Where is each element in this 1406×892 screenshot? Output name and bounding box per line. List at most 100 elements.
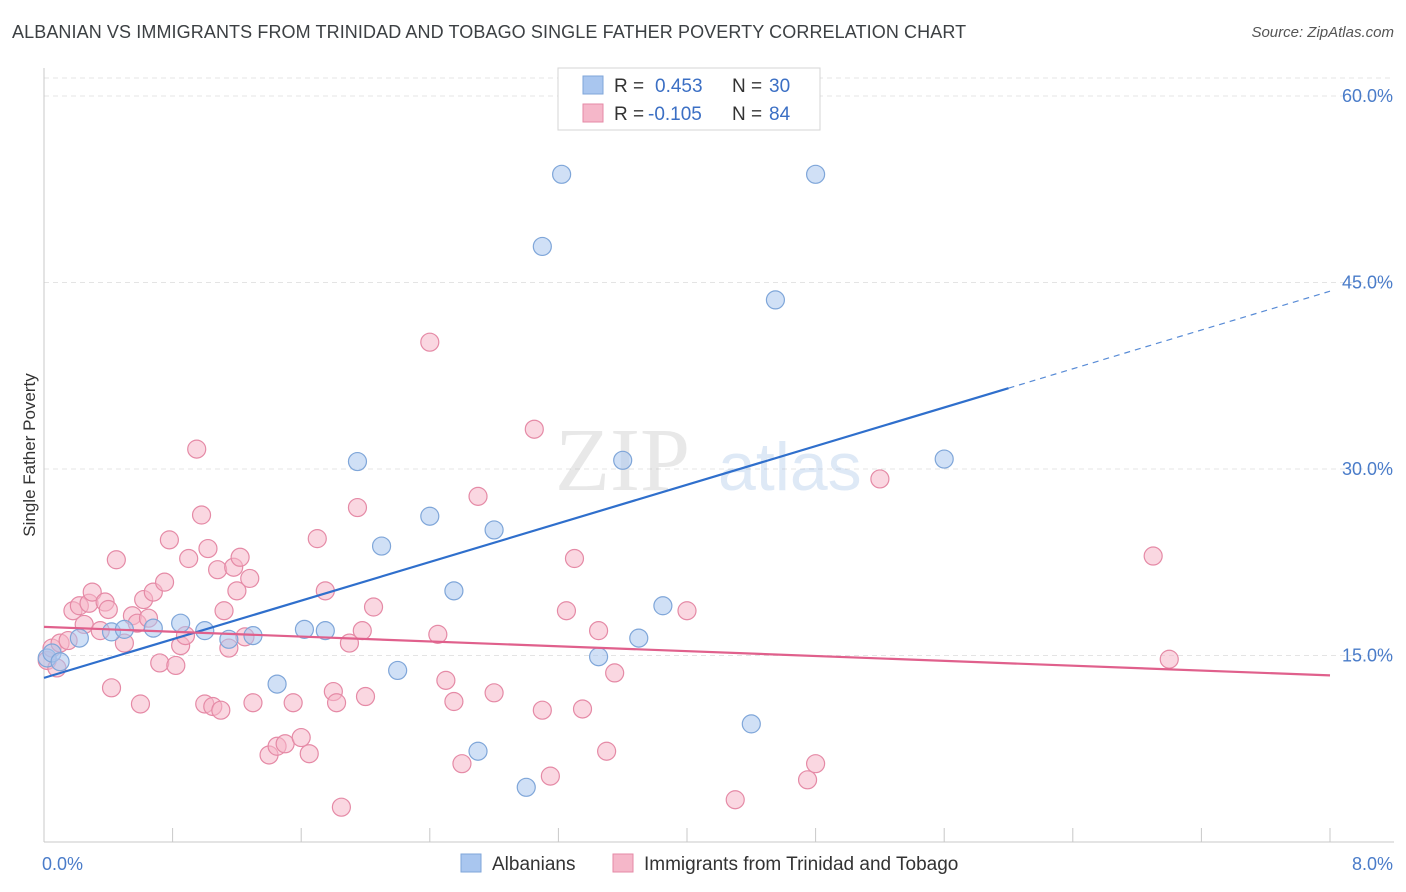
albanians-point-30 [805,164,826,184]
y-tick-label-3: 60.0% [1342,86,1393,106]
trinidad-point-46 [275,734,295,754]
albanians-trend-line [43,387,1009,679]
trinidad-point-18 [130,694,151,714]
trinidad-point-32 [198,538,218,559]
albanians-point-31 [934,449,954,469]
trinidad-point-58 [355,686,376,707]
trinidad-point-57 [352,621,372,641]
trinidad-point-25 [166,655,186,676]
legend-n-label-2: N = [732,104,762,125]
trinidad-point-69 [540,766,560,786]
trinidad-point-48 [291,727,311,748]
trinidad-point-40 [230,547,250,567]
trinidad-point-34 [208,560,228,580]
albanians-point-20 [484,520,504,540]
trinidad-point-65 [468,486,488,506]
series-trinidad-points [37,332,1179,817]
bottom-legend-label-trinidad: Immigrants from Trinidad and Tobago [644,854,958,875]
trinidad-trend-line [43,625,1331,677]
trinidad-point-47 [283,693,303,713]
albanians-point-2 [50,652,70,672]
trinidad-point-61 [428,624,448,644]
trinidad-point-71 [564,548,585,569]
legend-n-label-1: N = [732,76,762,97]
trend-lines [43,290,1331,679]
trinidad-point-81 [1143,546,1163,566]
trinidad-point-54 [331,797,351,817]
trinidad-point-36 [214,601,234,621]
trinidad-point-73 [588,621,609,641]
albanians-point-21 [516,777,536,797]
trinidad-point-29 [187,439,207,459]
legend-box: R = 0.453 N = 30 R = -0.105 N = 84 [557,67,821,131]
y-axis-label: Single Father Poverty [20,373,39,537]
x-ticks [43,828,1331,842]
trinidad-point-77 [725,790,745,810]
legend-r-label-2: R = [614,104,644,125]
y-tick-label-2: 45.0% [1342,273,1393,293]
series-albanians-points [37,164,954,797]
x-tick-label-0: 0.0% [42,854,83,874]
trinidad-point-39 [227,581,247,601]
trinidad-point-28 [179,548,199,569]
bottom-legend: Albanians Immigrants from Trinidad and T… [460,853,958,875]
albanians-point-24 [588,647,609,667]
trinidad-point-66 [484,683,504,703]
watermark-atlas: atlas [718,429,862,505]
chart-source: Source: ZipAtlas.com [1251,24,1394,41]
trinidad-point-78 [797,770,818,790]
y-tick-label-0: 15.0% [1342,646,1393,666]
y-tick-label-1: 30.0% [1342,459,1393,479]
trinidad-point-35 [211,700,231,720]
bottom-legend-swatch-albanians [460,853,482,873]
trinidad-point-43 [243,693,263,713]
x-tick-labels: 0.0% 8.0% [42,854,1393,874]
trinidad-point-68 [532,700,552,720]
trinidad-point-9 [82,582,102,602]
trinidad-point-79 [805,754,826,774]
legend-r-value-1: 0.453 [655,76,703,97]
albanians-point-12 [294,619,315,639]
legend-n-value-2: 84 [769,104,791,125]
trinidad-point-59 [363,597,384,617]
x-tick-label-1: 8.0% [1352,854,1393,874]
albanians-trend-extension [1008,290,1331,389]
trinidad-point-64 [452,754,472,774]
albanians-point-13 [315,621,335,641]
albanians-point-7 [171,613,191,633]
chart-title: ALBANIAN VS IMMIGRANTS FROM TRINIDAD AND… [12,22,967,42]
bottom-legend-label-albanians: Albanians [492,854,575,875]
trinidad-point-42 [240,568,260,589]
albanians-point-27 [653,596,673,616]
albanians-point-15 [371,536,392,556]
trinidad-point-62 [436,670,456,690]
legend-swatch-trinidad [582,103,604,123]
legend-r-value-2: -0.105 [648,104,702,125]
albanians-point-16 [388,660,408,681]
albanians-point-3 [69,628,89,648]
albanians-point-6 [143,618,163,638]
grid-lines [44,77,1394,656]
trinidad-point-80 [870,469,890,489]
legend-r-label-1: R = [614,76,644,97]
albanians-point-18 [444,581,464,601]
trinidad-point-74 [597,741,617,761]
trinidad-point-12 [98,599,118,620]
axes [43,68,1394,843]
legend-swatch-albanians [582,75,604,95]
watermark: ZIP atlas [555,411,862,510]
trinidad-point-49 [299,744,319,764]
albanians-point-19 [468,741,488,761]
albanians-point-25 [613,450,633,470]
trinidad-point-67 [524,419,544,439]
albanians-point-23 [552,164,572,184]
albanians-point-11 [267,674,287,694]
trinidad-point-82 [1159,649,1179,669]
trinidad-point-24 [159,530,179,550]
trinidad-point-70 [556,601,577,621]
trinidad-point-50 [307,529,327,549]
trinidad-point-13 [101,678,122,698]
trinidad-point-76 [677,601,697,621]
albanians-point-26 [629,628,649,648]
